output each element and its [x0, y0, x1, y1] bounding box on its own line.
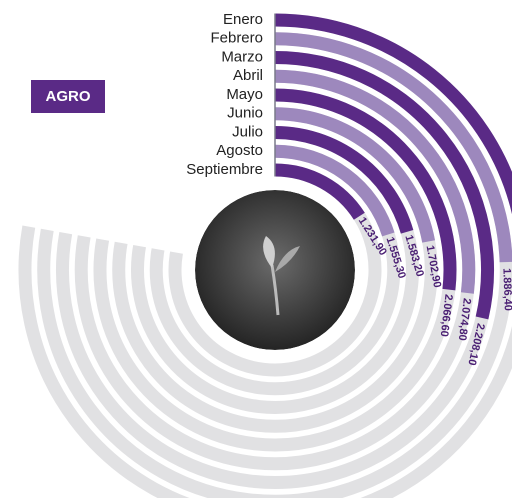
photo	[195, 190, 355, 350]
month-label: Marzo	[221, 48, 263, 65]
month-label: Enero	[223, 11, 263, 28]
month-label: Abril	[233, 67, 263, 84]
bar	[274, 32, 512, 263]
title-box	[31, 80, 105, 113]
month-label: Mayo	[226, 86, 263, 103]
month-label: Septiembre	[186, 161, 263, 178]
bar	[274, 13, 512, 215]
month-label: Agosto	[216, 142, 263, 159]
bar	[274, 126, 414, 234]
chart-title: AGRO	[46, 88, 91, 105]
bar	[274, 163, 365, 220]
value-label: 2.074,80	[456, 297, 473, 341]
bar	[274, 69, 476, 294]
value-label: 2.066,60	[438, 294, 455, 338]
bar	[274, 51, 494, 320]
month-label: Febrero	[210, 30, 263, 47]
month-label: Julio	[232, 123, 263, 140]
month-label: Junio	[227, 105, 263, 122]
arcs: EneroFebrero1.886,40Marzo2.208,10Abril2.…	[18, 11, 512, 498]
bar	[274, 107, 436, 243]
bar	[274, 144, 395, 237]
value-label: 1.886,40	[500, 268, 512, 311]
bar	[274, 88, 457, 291]
